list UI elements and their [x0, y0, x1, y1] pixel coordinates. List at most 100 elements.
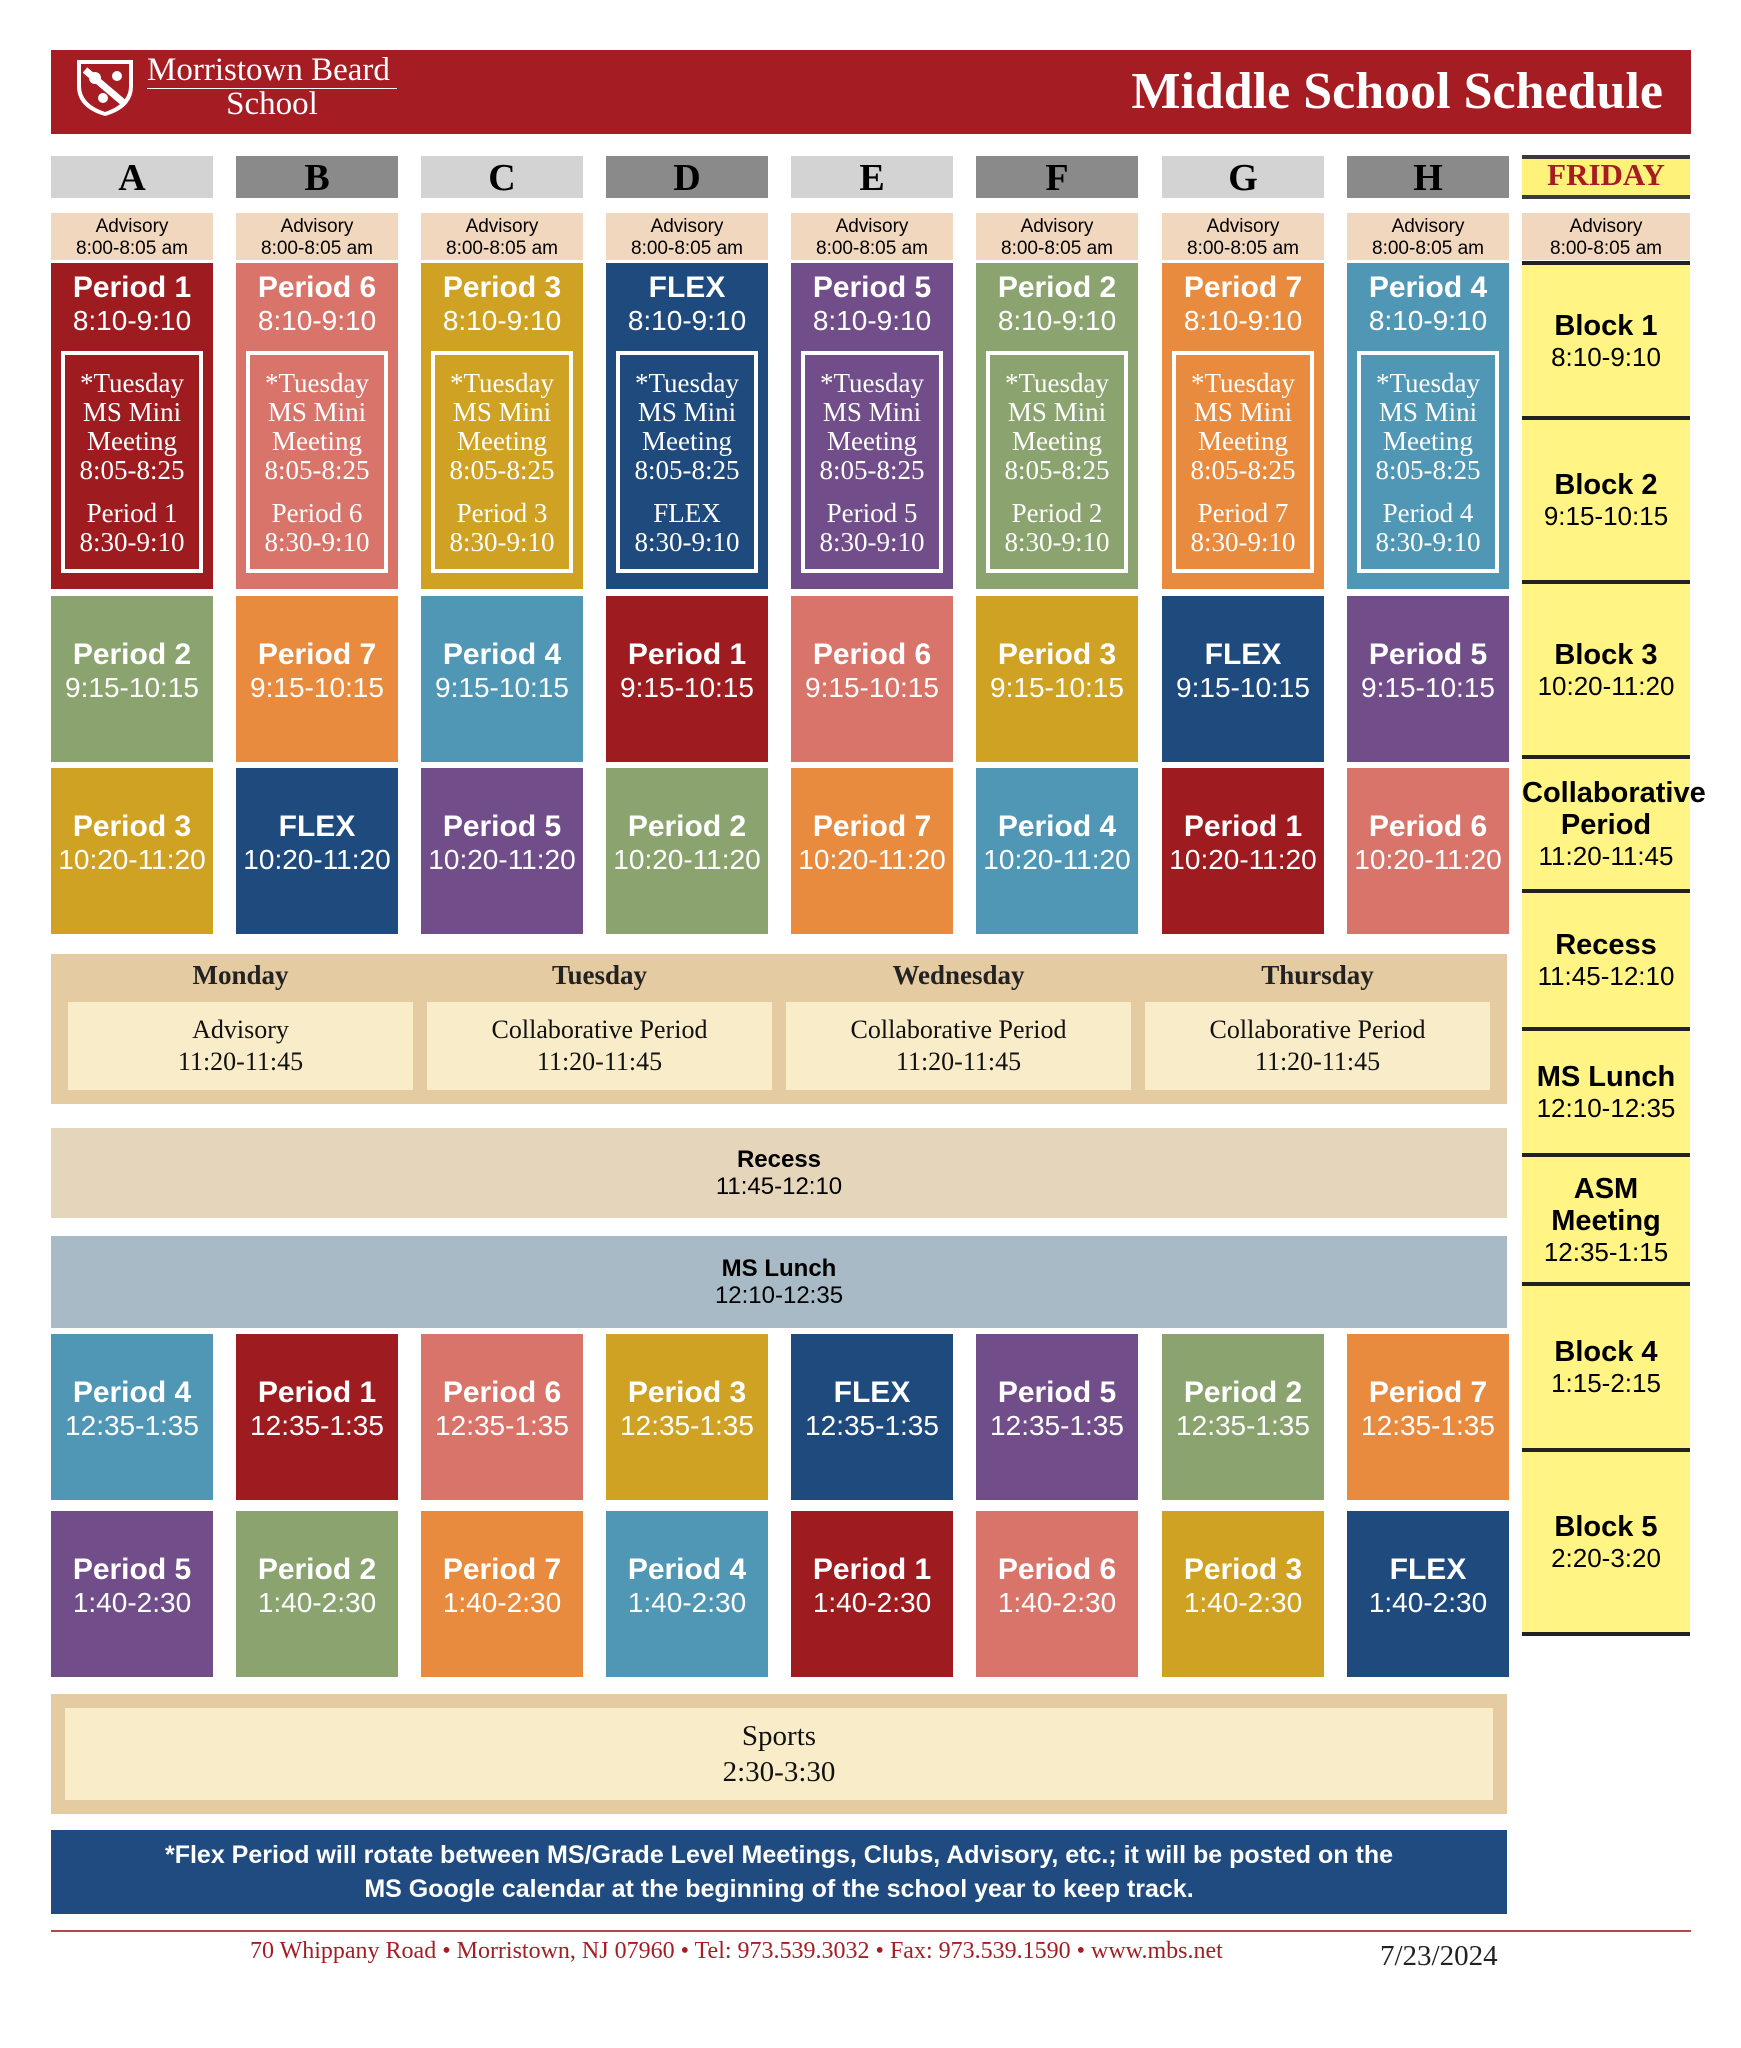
period-name: Period 3	[442, 271, 562, 304]
period-name: Period 1	[812, 1553, 932, 1586]
day-a-p3-block: Period 3 10:20-11:20	[51, 768, 213, 934]
flex-note-line2: MS Google calendar at the beginning of t…	[364, 1875, 1194, 1903]
block-time: 9:15-10:15	[1543, 501, 1669, 531]
tuesday-l2: MS Mini	[822, 397, 922, 427]
tuesday-l3: Meeting	[1383, 426, 1473, 456]
period-name: Period 4	[627, 1553, 747, 1586]
day-f-header: F	[976, 156, 1138, 199]
period-name: Period 2	[997, 271, 1117, 304]
period-time: 8:10-9:10	[997, 305, 1117, 336]
period-time: 10:20-11:20	[1354, 844, 1502, 875]
friday-block-9: Block 5 2:20-3:20	[1522, 1448, 1690, 1632]
block-time: 2:20-3:20	[1551, 1543, 1661, 1573]
tuesday-l4: 8:05-8:25	[1190, 455, 1296, 485]
midday-time: 11:20-11:45	[895, 1047, 1022, 1076]
advisory-label: Advisory	[1020, 216, 1094, 237]
period-time: 10:20-11:20	[613, 844, 761, 875]
advisory-time: 8:00-8:05 am	[631, 238, 743, 259]
day-a-p4-block: Period 4 12:35-1:35	[51, 1334, 213, 1500]
period-name: Period 1	[72, 271, 192, 304]
block-name: Block 3	[1554, 638, 1658, 671]
day-f-p3-block: Period 4 10:20-11:20	[976, 768, 1138, 934]
tuesday-l3: Meeting	[1198, 426, 1288, 456]
day-d-header: D	[606, 156, 768, 199]
period-name: Period 1	[257, 1376, 377, 1409]
tuesday-l4: 8:05-8:25	[1004, 455, 1110, 485]
period-time: 8:10-9:10	[1368, 305, 1488, 336]
period-name: Period 2	[72, 638, 192, 671]
lunch-time: 12:10-12:35	[714, 1282, 844, 1309]
tuesday-l1: *Tuesday	[634, 368, 740, 398]
period-name: Period 3	[1183, 1553, 1303, 1586]
midday-box-wednesday: Collaborative Period 11:20-11:45	[786, 1002, 1131, 1090]
day-e-header: E	[791, 156, 953, 199]
block-time: 12:10-12:35	[1536, 1093, 1676, 1123]
period-name: Period 3	[72, 810, 192, 843]
day-g-p4-block: Period 2 12:35-1:35	[1162, 1334, 1324, 1500]
period-name: FLEX	[648, 271, 726, 304]
period-name: Period 1	[1183, 810, 1303, 843]
tuesday-l4: 8:05-8:25	[79, 455, 185, 485]
period-time: 8:10-9:10	[442, 305, 562, 336]
block-time: 11:45-12:10	[1537, 961, 1675, 991]
tuesday-l3: Meeting	[1012, 426, 1102, 456]
block-name: ASM	[1573, 1172, 1639, 1205]
tuesday-l2: MS Mini	[452, 397, 552, 427]
period-name: Period 5	[442, 810, 562, 843]
tuesday-l1: *Tuesday	[264, 368, 370, 398]
sports-box: Sports 2:30-3:30	[65, 1708, 1493, 1800]
period-name: Period 4	[997, 810, 1117, 843]
day-c-p2-block: Period 4 9:15-10:15	[421, 596, 583, 762]
day-f-p2-block: Period 3 9:15-10:15	[976, 596, 1138, 762]
tuesday-l3: Meeting	[272, 426, 362, 456]
footer-address: 70 Whippany Road • Morristown, NJ 07960 …	[250, 1938, 1223, 1964]
midday-time: 11:20-11:45	[536, 1047, 663, 1076]
page-title: Middle School Schedule	[1131, 63, 1663, 120]
day-g-p2-block: FLEX 9:15-10:15	[1162, 596, 1324, 762]
tuesday-spacer	[250, 485, 384, 499]
day-a-p2-block: Period 2 9:15-10:15	[51, 596, 213, 762]
block-time: 8:10-9:10	[1551, 341, 1661, 372]
advisory-label: Advisory	[465, 216, 539, 237]
period-time: 8:10-9:10	[812, 305, 932, 336]
period-time: 9:15-10:15	[1176, 672, 1310, 703]
midday-box-monday: Advisory 11:20-11:45	[68, 1002, 413, 1090]
advisory-time: 8:00-8:05 am	[1001, 238, 1113, 259]
advisory-label: Advisory	[1569, 216, 1643, 237]
day-a-p5-block: Period 5 1:40-2:30	[51, 1511, 213, 1677]
friday-header: FRIDAY	[1522, 155, 1690, 199]
period-time: 1:40-2:30	[1368, 1587, 1488, 1618]
recess-label: Recess	[736, 1146, 822, 1173]
period-time: 9:15-10:15	[805, 672, 939, 703]
period-name: Period 7	[442, 1553, 562, 1586]
tuesday-l6: 8:30-9:10	[1004, 527, 1110, 557]
block-name: Block 4	[1554, 1336, 1658, 1368]
midday-time: 11:20-11:45	[177, 1047, 304, 1076]
day-d-p2-block: Period 1 9:15-10:15	[606, 596, 768, 762]
day-g-header: G	[1162, 156, 1324, 199]
footer-rule	[51, 1930, 1691, 1932]
day-b-p3-block: FLEX 10:20-11:20	[236, 768, 398, 934]
midday-time: 11:20-11:45	[1254, 1047, 1381, 1076]
tuesday-l5: Period 2	[1011, 498, 1103, 528]
period-time: 10:20-11:20	[243, 844, 391, 875]
period-time: 12:35-1:35	[805, 1410, 939, 1441]
period-name: FLEX	[278, 810, 356, 843]
tuesday-l6: 8:30-9:10	[1375, 527, 1481, 557]
header-banner: Morristown Beard School Middle School Sc…	[51, 50, 1691, 134]
tuesday-l5: FLEX	[653, 498, 721, 528]
midday-day-thursday: Thursday	[1261, 960, 1374, 990]
day-f-p5-block: Period 6 1:40-2:30	[976, 1511, 1138, 1677]
day-d-advisory: Advisory 8:00-8:05 am	[606, 213, 768, 260]
day-h-advisory: Advisory 8:00-8:05 am	[1347, 213, 1509, 260]
block-name: Collaborative	[1522, 777, 1706, 809]
day-e-p4-block: FLEX 12:35-1:35	[791, 1334, 953, 1500]
tuesday-l4: 8:05-8:25	[1375, 455, 1481, 485]
period-time: 1:40-2:30	[812, 1587, 932, 1618]
day-e-p3-block: Period 7 10:20-11:20	[791, 768, 953, 934]
day-b-p2-block: Period 7 9:15-10:15	[236, 596, 398, 762]
day-c-p4-block: Period 6 12:35-1:35	[421, 1334, 583, 1500]
day-g-advisory: Advisory 8:00-8:05 am	[1162, 213, 1324, 260]
day-d-p4-block: Period 3 12:35-1:35	[606, 1334, 768, 1500]
tuesday-l2: MS Mini	[1378, 397, 1478, 427]
